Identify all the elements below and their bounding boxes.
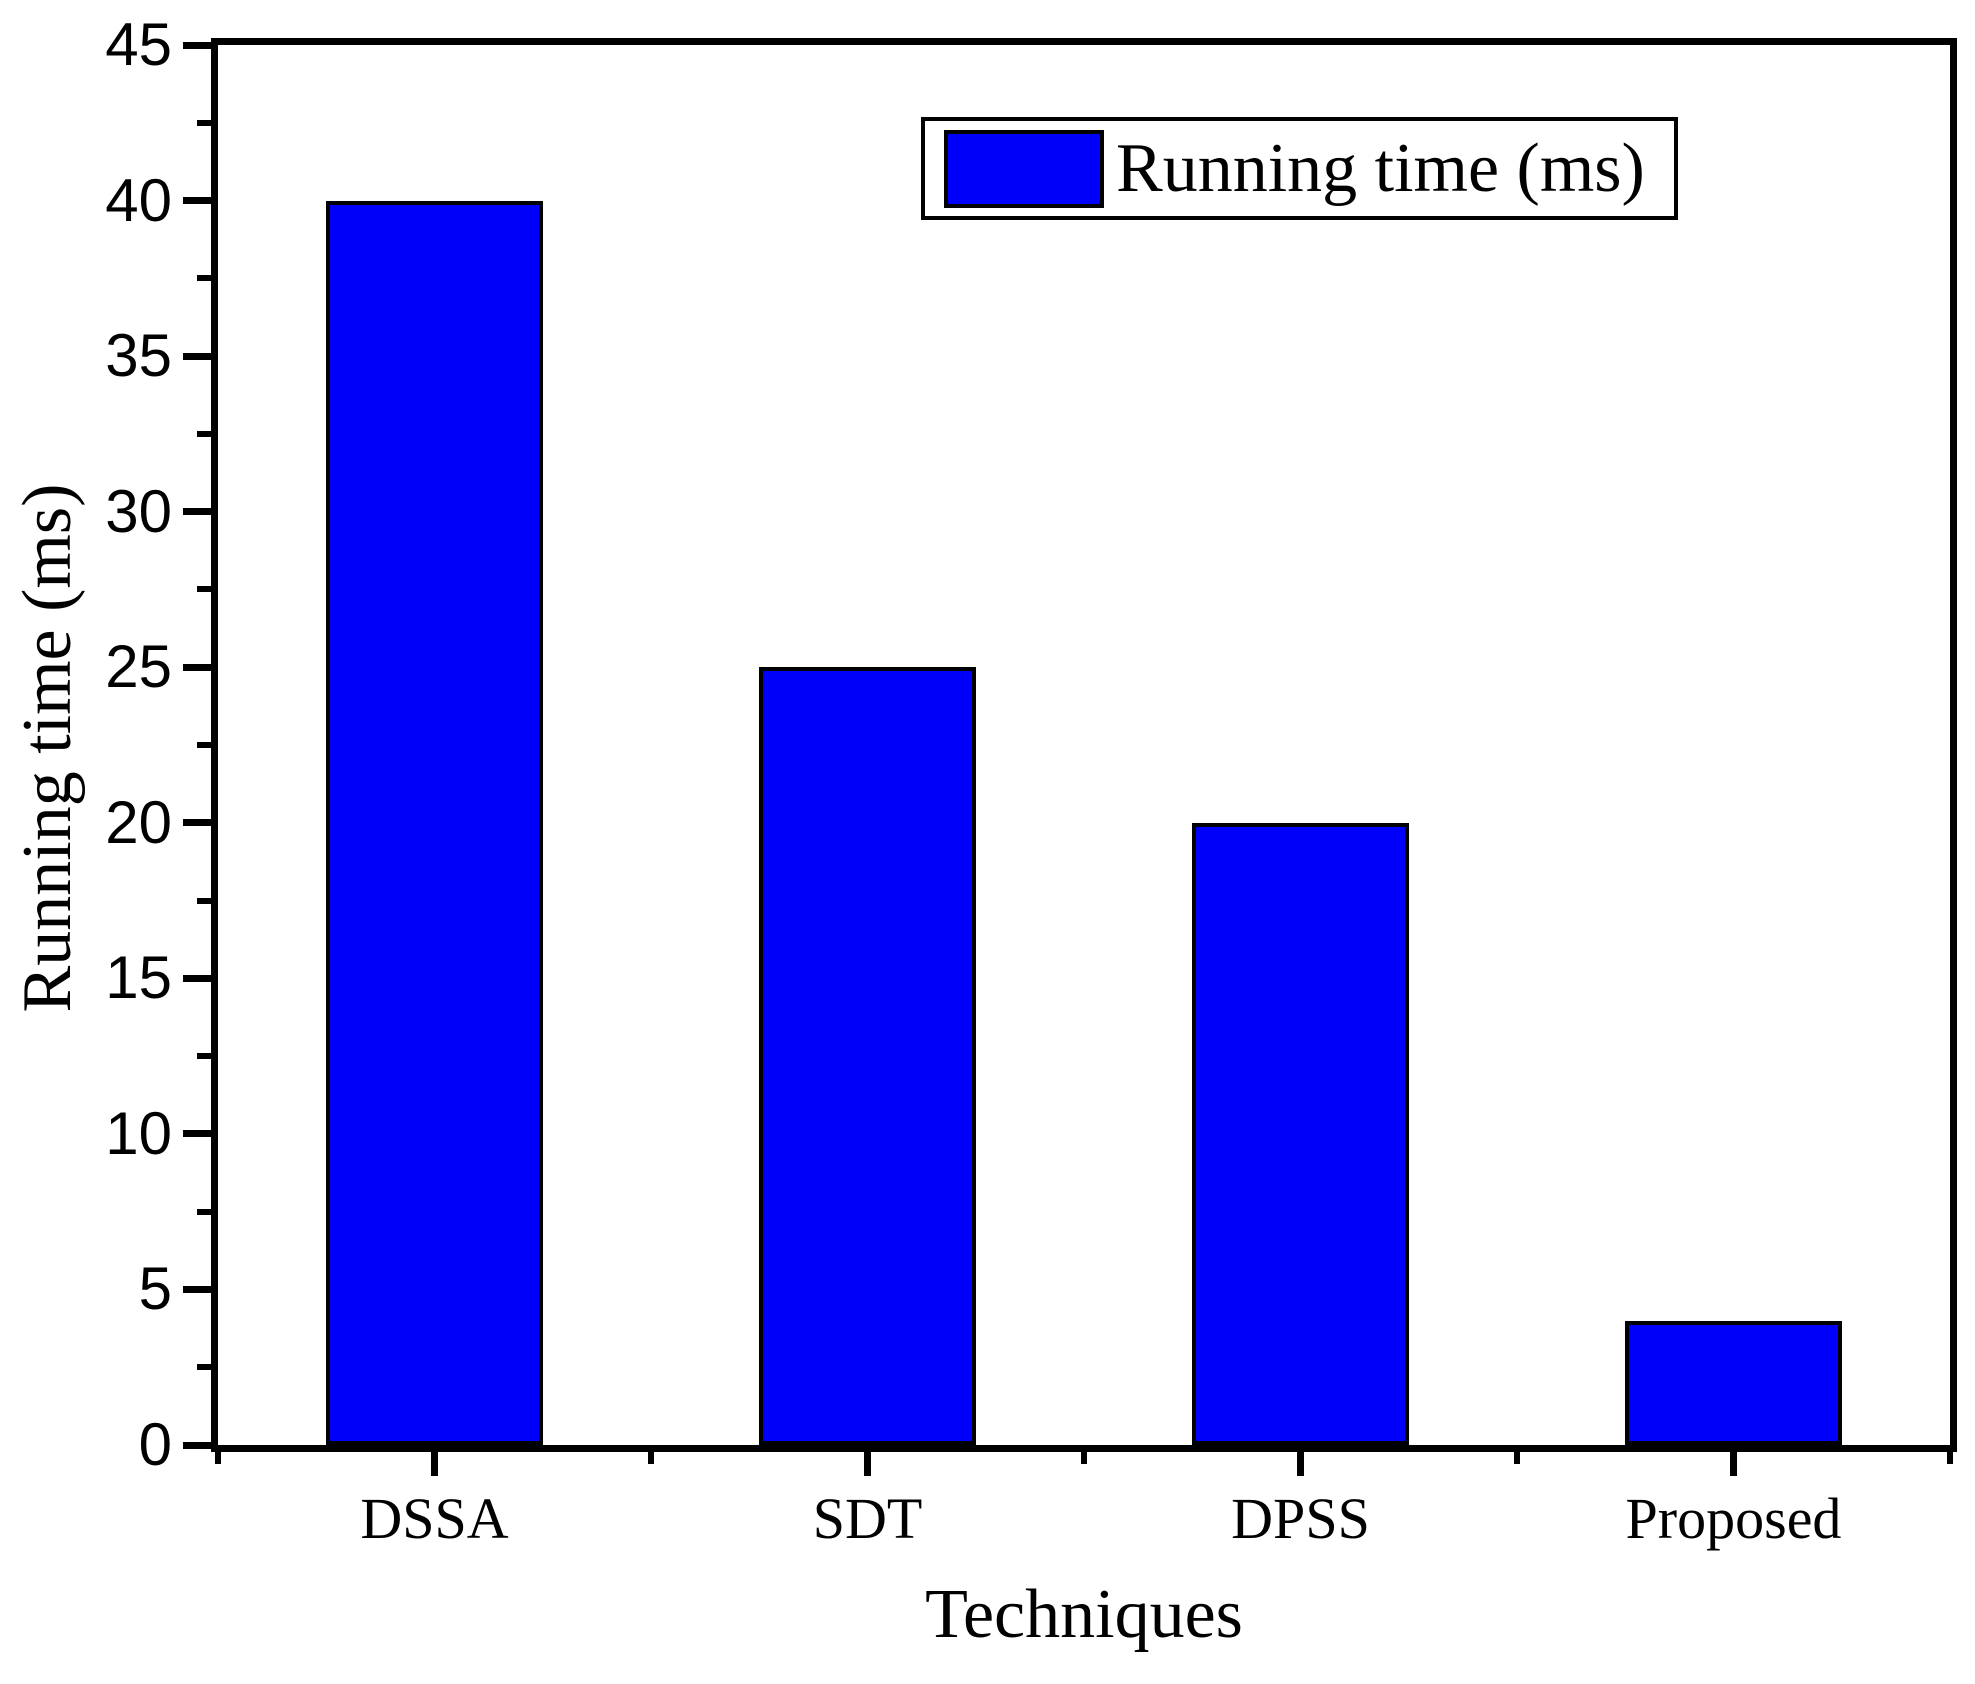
x-axis-title: Techniques xyxy=(925,1576,1243,1653)
y-minor-tick xyxy=(197,1364,211,1371)
y-major-tick xyxy=(183,819,211,827)
x-major-tick xyxy=(1730,1452,1737,1476)
legend-label: Running time (ms) xyxy=(1116,129,1645,207)
y-major-tick xyxy=(183,1130,211,1138)
x-minor-tick xyxy=(1514,1452,1520,1464)
legend-swatch-icon xyxy=(944,129,1104,208)
y-tick-label: 5 xyxy=(138,1255,172,1323)
y-minor-tick xyxy=(197,275,211,282)
x-major-tick xyxy=(1297,1452,1304,1476)
y-minor-tick xyxy=(197,1053,211,1060)
y-tick-label: 35 xyxy=(105,322,172,390)
legend: Running time (ms) xyxy=(921,117,1678,220)
x-category-label-dssa: DSSA xyxy=(360,1486,509,1551)
plot-area xyxy=(211,38,1957,1452)
y-major-tick xyxy=(183,197,211,205)
y-tick-label: 10 xyxy=(105,1099,172,1167)
y-minor-tick xyxy=(197,897,211,904)
x-minor-tick xyxy=(1081,1452,1087,1464)
y-major-tick xyxy=(183,41,211,49)
x-category-label-dpss: DPSS xyxy=(1231,1486,1370,1551)
y-minor-tick xyxy=(197,742,211,748)
y-major-tick xyxy=(183,352,211,360)
x-category-label-proposed: Proposed xyxy=(1625,1486,1842,1551)
y-minor-tick xyxy=(197,586,211,593)
y-tick-label: 40 xyxy=(105,166,172,234)
x-category-label-sdt: SDT xyxy=(812,1486,923,1551)
y-minor-tick xyxy=(197,119,211,126)
y-major-tick xyxy=(183,663,211,671)
y-major-tick xyxy=(183,974,211,982)
y-axis-title: Running time (ms) xyxy=(9,483,86,1013)
x-major-tick xyxy=(431,1452,438,1476)
y-tick-label: 45 xyxy=(105,11,172,78)
x-minor-tick xyxy=(1947,1452,1953,1464)
y-minor-tick xyxy=(197,430,211,437)
y-major-tick xyxy=(183,1285,211,1293)
y-major-tick xyxy=(183,1441,211,1449)
y-tick-label: 0 xyxy=(138,1411,172,1478)
y-major-tick xyxy=(183,508,211,516)
x-minor-tick xyxy=(215,1452,221,1464)
x-major-tick xyxy=(864,1452,871,1476)
x-minor-tick xyxy=(648,1452,654,1464)
y-minor-tick xyxy=(197,1208,211,1215)
